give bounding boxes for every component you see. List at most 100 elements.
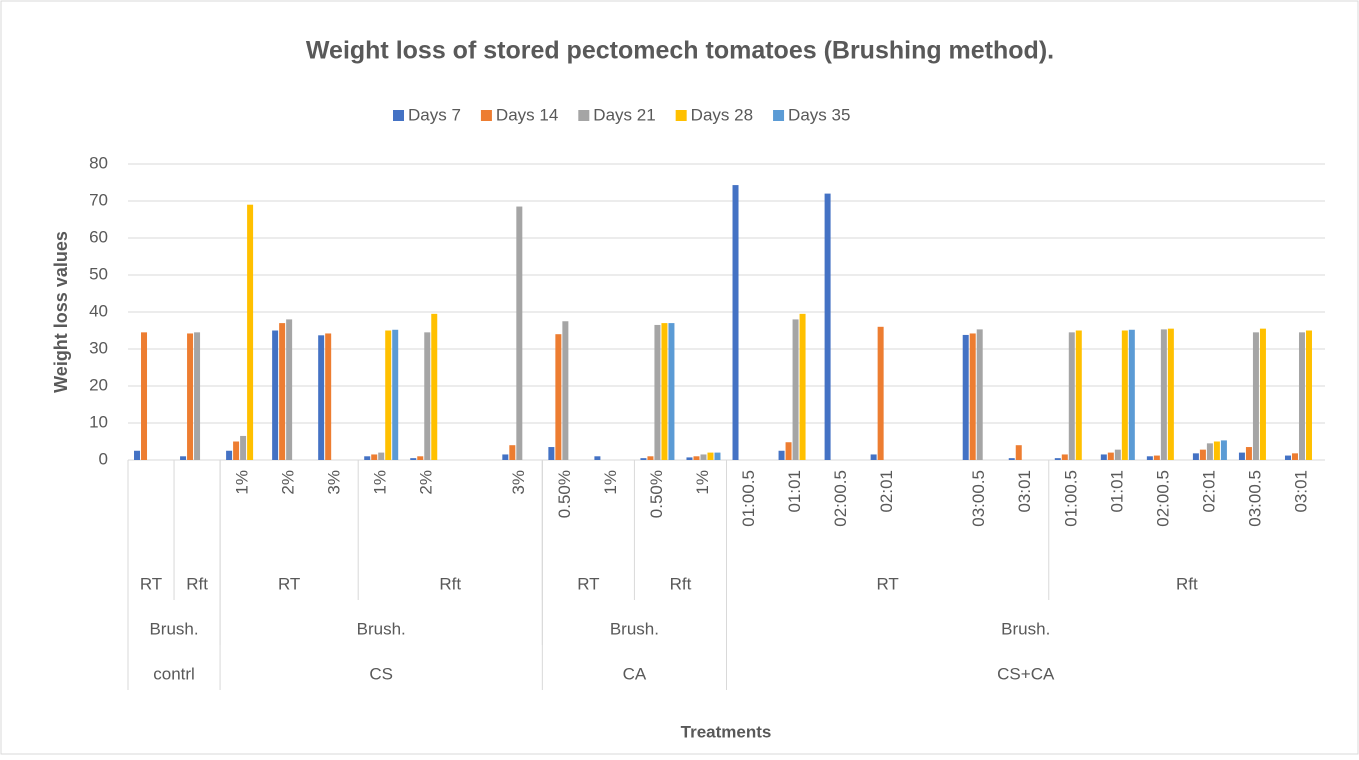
- x-tick-label: 1%: [371, 470, 390, 495]
- x-tick-label: 0.50%: [555, 470, 574, 518]
- bar: [516, 206, 523, 460]
- bar: [226, 450, 233, 460]
- bar: [1305, 330, 1312, 460]
- category-group-label: Rft: [670, 574, 692, 593]
- y-tick-label: 70: [89, 190, 108, 209]
- category-group-label: Brush.: [357, 619, 406, 638]
- bar: [714, 452, 721, 460]
- bar: [792, 319, 799, 460]
- legend-label: Days 7: [408, 105, 461, 124]
- bar: [134, 450, 141, 460]
- chart-title: Weight loss of stored pectomech tomatoes…: [306, 37, 1054, 65]
- bar: [502, 454, 509, 460]
- bar: [1107, 452, 1114, 460]
- y-axis-title: Weight loss values: [51, 231, 71, 393]
- bar: [1284, 455, 1291, 460]
- x-tick-label: 03:00.5: [969, 470, 988, 527]
- legend-label: Days 21: [593, 105, 655, 124]
- bar: [799, 313, 806, 460]
- legend-swatch: [480, 110, 492, 121]
- bar: [410, 458, 417, 460]
- x-axis-title: Treatments: [681, 722, 772, 741]
- bar: [1008, 458, 1015, 460]
- x-tick-label: 02:00.5: [1153, 470, 1172, 527]
- bar: [1068, 332, 1075, 460]
- category-group-label: Brush.: [149, 619, 198, 638]
- x-tick-label: 2%: [417, 470, 436, 495]
- bar: [1160, 329, 1167, 460]
- bar: [318, 335, 325, 460]
- category-group-label: Brush.: [1001, 619, 1050, 638]
- bar: [325, 333, 332, 460]
- bar: [1245, 447, 1252, 460]
- x-tick-label: 03:01: [1015, 470, 1034, 513]
- bar: [240, 435, 247, 460]
- bar: [1167, 328, 1174, 460]
- x-tick-label: 1%: [601, 470, 620, 495]
- bar: [1146, 456, 1153, 460]
- bar: [1100, 454, 1107, 460]
- bar: [640, 458, 647, 460]
- bar: [286, 319, 293, 460]
- bar: [962, 334, 969, 460]
- x-tick-label: 02:00.5: [831, 470, 850, 527]
- legend-swatch: [393, 110, 404, 121]
- bar: [417, 456, 424, 460]
- y-tick-label: 10: [89, 412, 108, 431]
- y-tick-label: 60: [89, 227, 108, 246]
- x-tick-label: 1%: [233, 470, 252, 495]
- category-group-label: Rft: [186, 574, 208, 593]
- category-group-label: contrl: [153, 664, 195, 683]
- bar: [385, 330, 392, 460]
- bar: [693, 456, 700, 460]
- x-tick-label: 2%: [279, 470, 298, 495]
- category-group-label: CS+CA: [997, 664, 1055, 683]
- bar: [707, 452, 714, 460]
- bar: [686, 457, 693, 460]
- y-tick-label: 80: [89, 153, 108, 172]
- category-group-label: RT: [876, 574, 898, 593]
- bar: [1114, 449, 1121, 460]
- legend-label: Days 35: [788, 105, 850, 124]
- bar: [180, 456, 187, 460]
- bar: [378, 452, 385, 460]
- x-tick-label: 02:01: [877, 470, 896, 513]
- bar: [654, 324, 661, 460]
- bar: [141, 332, 148, 460]
- bar: [272, 330, 279, 460]
- category-group-label: CA: [623, 664, 647, 683]
- bar: [279, 323, 286, 460]
- bar: [661, 323, 668, 460]
- x-tick-label: 03:00.5: [1245, 470, 1264, 527]
- bar: [562, 321, 569, 460]
- bar: [969, 333, 976, 460]
- bar: [785, 442, 792, 460]
- x-tick-label: 0.50%: [647, 470, 666, 518]
- y-tick-label: 20: [89, 375, 108, 394]
- bar: [732, 185, 739, 460]
- bar: [371, 454, 378, 460]
- bar: [194, 332, 201, 460]
- category-group-label: Brush.: [610, 619, 659, 638]
- x-tick-label: 3%: [509, 470, 528, 495]
- x-tick-label: 1%: [693, 470, 712, 495]
- bar: [247, 204, 254, 460]
- bar: [700, 454, 707, 460]
- category-group-label: RT: [278, 574, 300, 593]
- x-tick-label: 02:01: [1199, 470, 1218, 513]
- bar: [364, 456, 371, 460]
- x-tick-label: 01:01: [785, 470, 804, 513]
- legend-label: Days 14: [496, 105, 558, 124]
- x-tick-label: 03:01: [1291, 470, 1310, 513]
- bar: [1259, 328, 1266, 460]
- y-tick-label: 30: [89, 338, 108, 357]
- bar: [555, 334, 562, 460]
- bar: [431, 313, 438, 460]
- bar: [1061, 454, 1068, 460]
- bar: [1054, 458, 1061, 460]
- bar: [877, 326, 884, 460]
- legend-label: Days 28: [691, 105, 753, 124]
- bar: [1206, 443, 1213, 460]
